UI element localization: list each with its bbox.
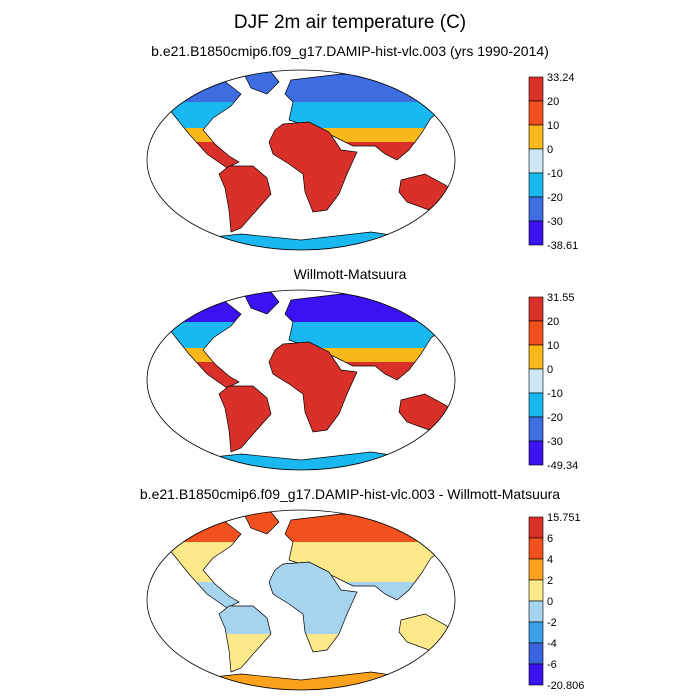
colorbar-tick-label: -6 bbox=[547, 659, 557, 671]
colorbar-swatch bbox=[528, 172, 544, 198]
figure-title: DJF 2m air temperature (C) bbox=[233, 12, 467, 33]
colorbar-tick-label: -30 bbox=[547, 436, 563, 448]
colorbar-swatch bbox=[528, 296, 544, 322]
panel-3-title: b.e21.B1850cmip6.f09_g17.DAMIP-hist-vlc.… bbox=[139, 486, 561, 502]
colorbar-tick-label: 10 bbox=[547, 340, 559, 352]
colorbar-swatch bbox=[528, 440, 544, 466]
colorbar-swatch bbox=[528, 100, 544, 126]
colorbar-tick-label: 20 bbox=[547, 316, 559, 328]
map-panel-3 bbox=[146, 509, 456, 691]
colorbar-tick-label: -10 bbox=[547, 168, 563, 180]
coastline-africa bbox=[268, 341, 358, 433]
colorbar-tick-label: 10 bbox=[547, 120, 559, 132]
colorbar-tick-label: -30 bbox=[547, 216, 563, 228]
coastline-africa bbox=[268, 121, 358, 213]
coastline-south-america bbox=[218, 385, 272, 453]
colorbar-swatch bbox=[528, 516, 544, 539]
colorbar-swatch bbox=[528, 642, 544, 665]
colorbar-tick-label: -20 bbox=[547, 412, 563, 424]
colorbar-swatch bbox=[528, 220, 544, 246]
colorbar-tick-label: -4 bbox=[547, 638, 557, 650]
colorbar-tick-label: 4 bbox=[547, 554, 553, 566]
colorbar-tick-label: -38.61 bbox=[547, 240, 578, 252]
panel-2-title: Willmott-Matsuura bbox=[293, 266, 407, 282]
coastline-north-america bbox=[150, 515, 242, 609]
colorbar-swatch bbox=[528, 320, 544, 346]
colorbar-tick-label: -20 bbox=[547, 192, 563, 204]
colorbar-swatch bbox=[528, 579, 544, 602]
colorbar-tick-label: -2 bbox=[547, 617, 557, 629]
colorbar-swatch bbox=[528, 621, 544, 644]
colorbar-swatch bbox=[528, 392, 544, 418]
colorbar-tick-label: 0 bbox=[547, 144, 553, 156]
colorbar-swatch bbox=[528, 600, 544, 623]
coastline-south-america bbox=[218, 605, 272, 673]
colorbar-tick-label: 0 bbox=[547, 596, 553, 608]
colorbar-tick-label: -49.34 bbox=[547, 460, 578, 472]
map-outline-3 bbox=[146, 509, 456, 691]
panel-1-title: b.e21.B1850cmip6.f09_g17.DAMIP-hist-vlc.… bbox=[151, 43, 549, 59]
map-outline-2 bbox=[146, 289, 456, 471]
colorbar-tick-label: 2 bbox=[547, 575, 553, 587]
map-panel-2 bbox=[146, 289, 456, 471]
colorbar-swatch bbox=[528, 124, 544, 150]
colorbar-tick-label: 33.24 bbox=[547, 72, 575, 84]
colorbar-tick-label: 0 bbox=[547, 364, 553, 376]
map-panel-1 bbox=[146, 69, 456, 251]
colorbar-tick-label: -20.806 bbox=[547, 680, 584, 692]
colorbar-2: 31.55 20 10 0 -10 -20 -30 -49.34 bbox=[528, 292, 578, 472]
colorbar-tick-label: -10 bbox=[547, 388, 563, 400]
coastline-north-america bbox=[150, 75, 242, 169]
coastline-south-america bbox=[218, 165, 272, 233]
colorbar-swatch bbox=[528, 537, 544, 560]
coastline-africa bbox=[268, 561, 358, 653]
colorbar-swatch bbox=[528, 368, 544, 394]
colorbar-swatch bbox=[528, 663, 544, 686]
map-outline-1 bbox=[146, 69, 456, 251]
colorbar-tick-label: 6 bbox=[547, 533, 553, 545]
colorbar-swatch bbox=[528, 558, 544, 581]
coastline-north-america bbox=[150, 295, 242, 389]
colorbar-swatch bbox=[528, 344, 544, 370]
colorbar-swatch bbox=[528, 76, 544, 102]
colorbar-3: 15.751 6 4 2 0 -2 -4 -6 -20.806 bbox=[528, 512, 584, 692]
colorbar-swatch bbox=[528, 196, 544, 222]
colorbar-swatch bbox=[528, 148, 544, 174]
colorbar-swatch bbox=[528, 416, 544, 442]
colorbar-tick-label: 20 bbox=[547, 96, 559, 108]
colorbar-1: 33.24 20 10 0 -10 -20 -30 -38.61 bbox=[528, 72, 578, 252]
colorbar-tick-label: 15.751 bbox=[547, 512, 581, 524]
colorbar-tick-label: 31.55 bbox=[547, 292, 575, 304]
